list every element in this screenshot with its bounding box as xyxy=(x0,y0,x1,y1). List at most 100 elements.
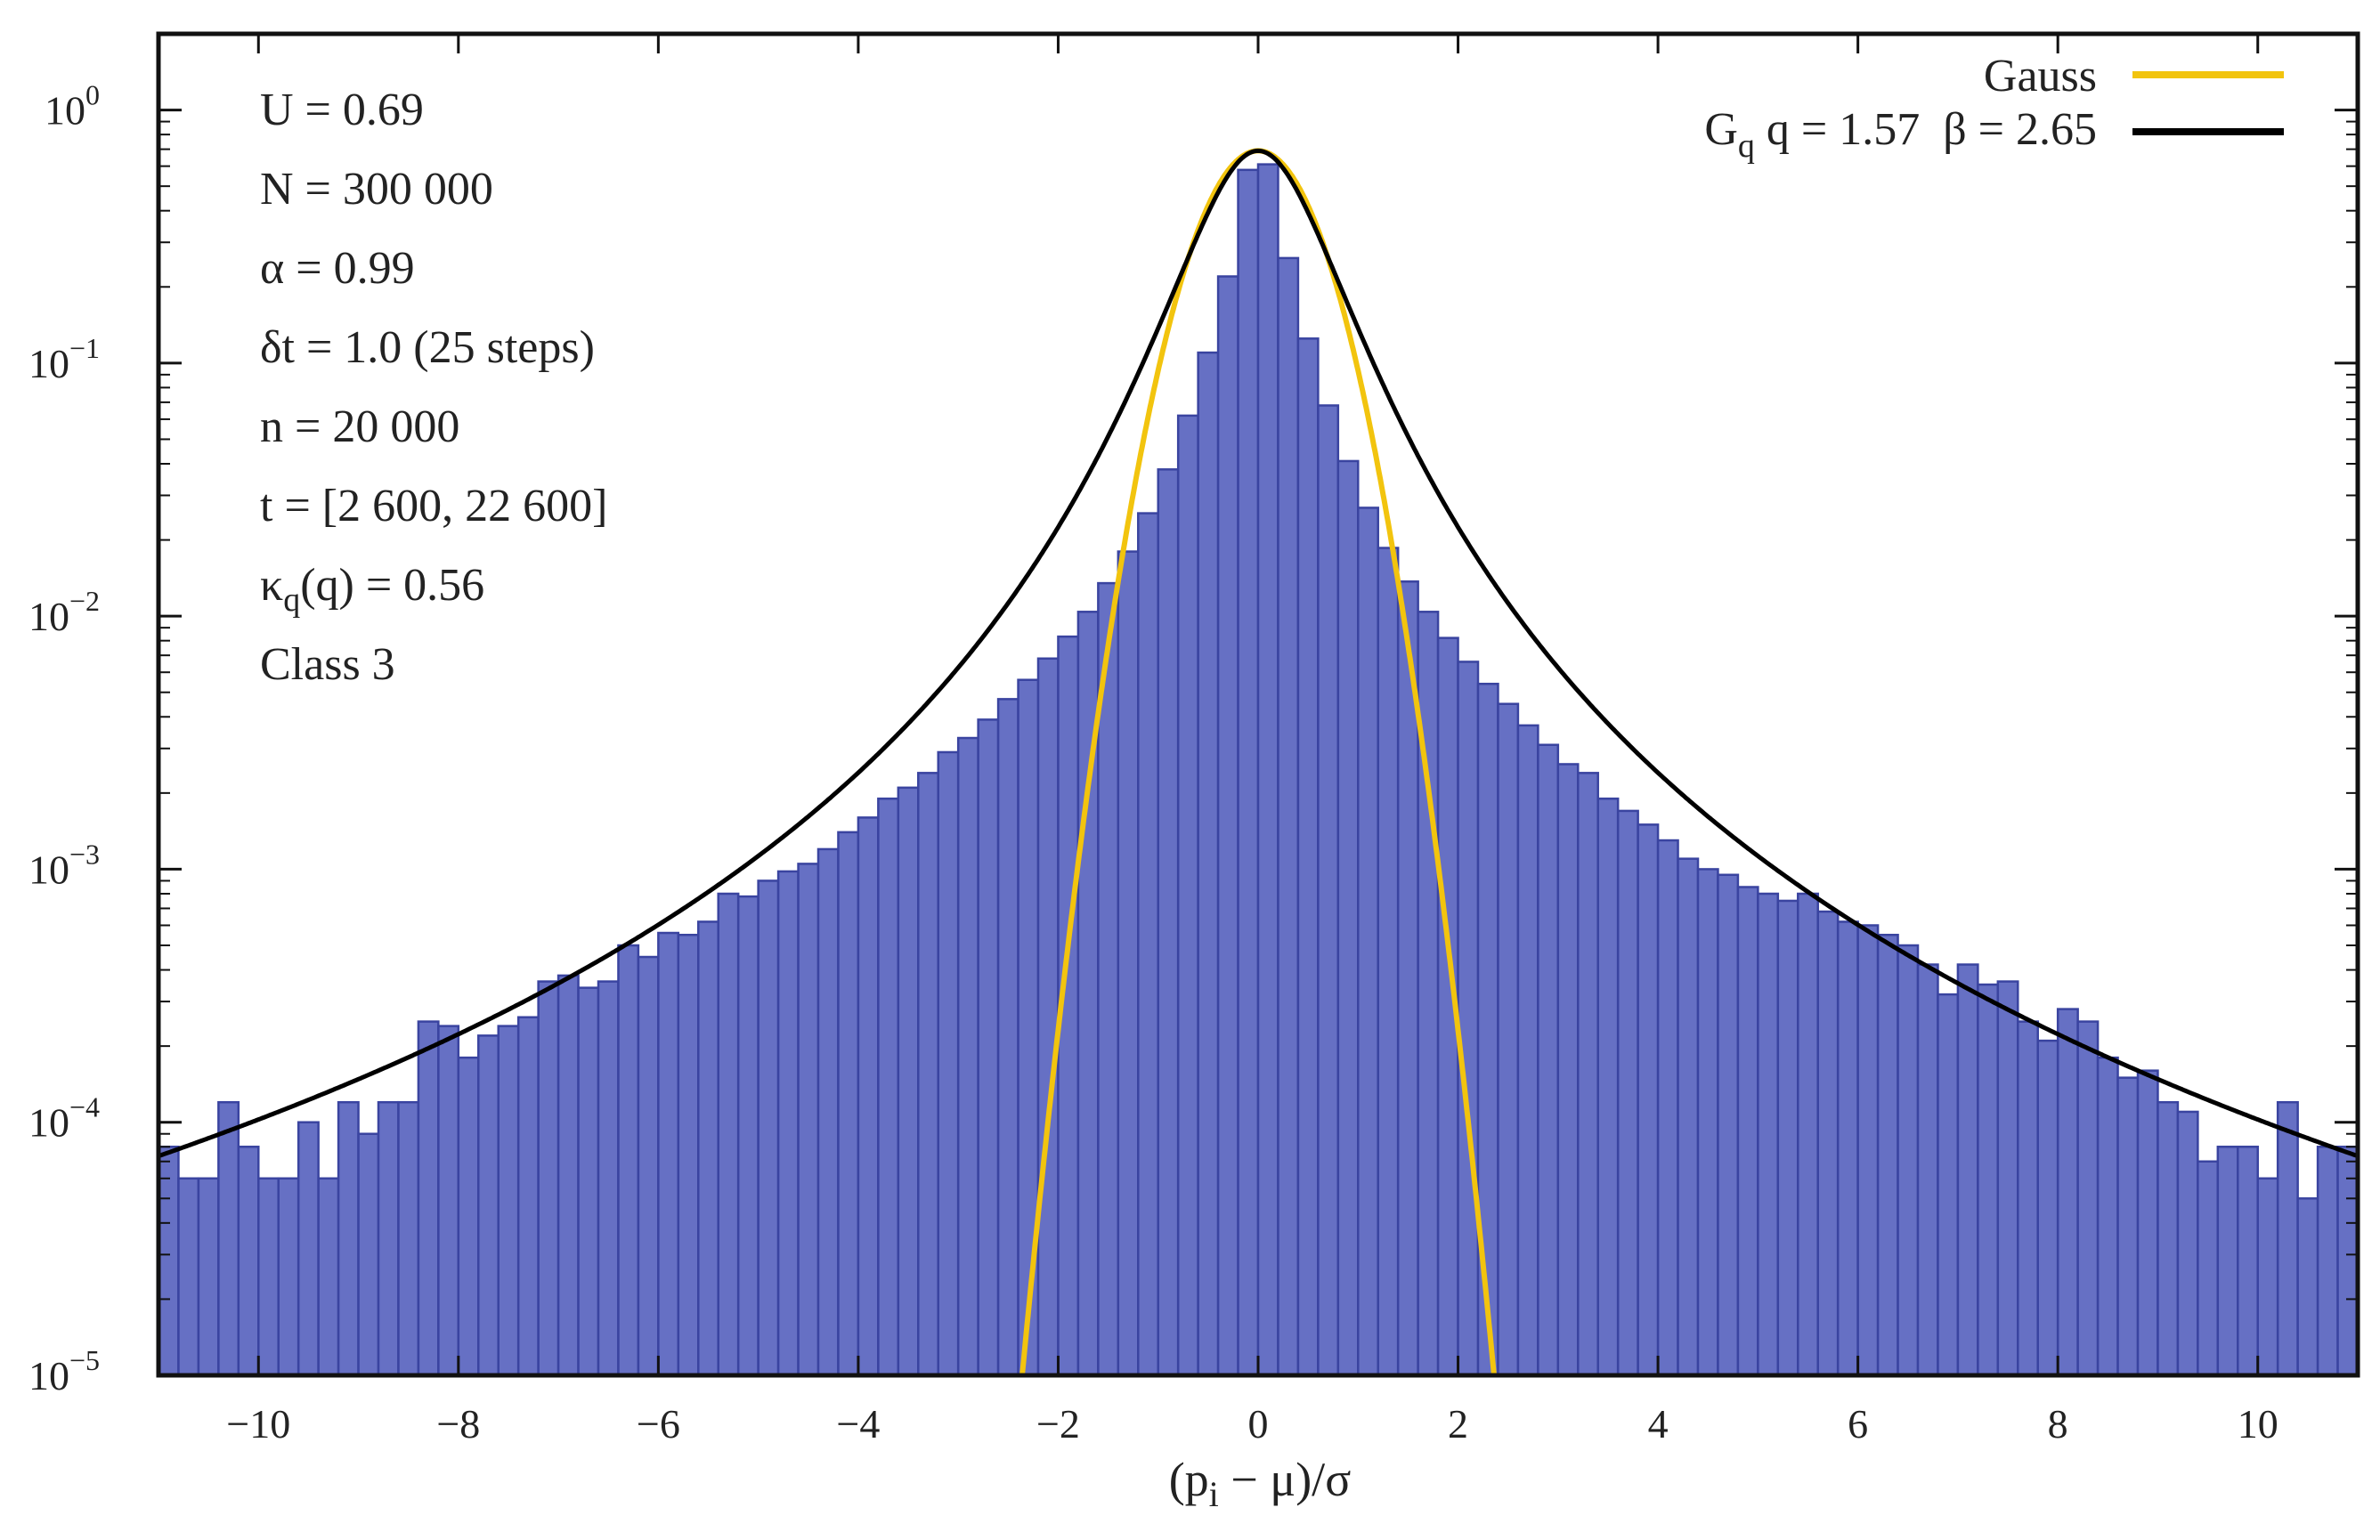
histogram-bar xyxy=(1717,873,1740,1377)
histogram-bar xyxy=(977,718,1000,1377)
histogram-bar xyxy=(1357,507,1379,1377)
histogram-bar xyxy=(377,1100,400,1377)
histogram-bar xyxy=(1516,724,1539,1377)
histogram-bar xyxy=(1977,983,2000,1377)
y-tick-label: 10−5 xyxy=(28,1344,100,1398)
histogram-bar xyxy=(1797,892,1819,1377)
parameter-line: Class 3 xyxy=(260,639,395,690)
histogram-bar xyxy=(477,1034,500,1377)
histogram-bar xyxy=(757,879,780,1377)
parameter-annotations: U = 0.69 N = 300 000 α = 0.99 δt = 1.0 (25 … xyxy=(260,85,607,690)
histogram-bar xyxy=(1836,920,1859,1377)
histogram-bar xyxy=(2336,1146,2360,1377)
x-tick-label: −8 xyxy=(436,1401,480,1447)
histogram-bar xyxy=(1916,963,1939,1377)
histogram-bar xyxy=(317,1177,340,1377)
histogram-bar xyxy=(1637,823,1660,1377)
parameter-line: δt = 1.0 (25 steps) xyxy=(260,322,595,373)
histogram-bar xyxy=(816,847,840,1377)
histogram-bar xyxy=(1256,163,1279,1377)
histogram-bar xyxy=(2056,1008,2079,1377)
histogram-bar xyxy=(1677,857,1700,1377)
histogram-bar xyxy=(217,1100,240,1377)
y-tick-label: 10−3 xyxy=(28,838,100,892)
y-tick-label: 10−4 xyxy=(28,1091,100,1146)
legend-label-gq: Gq q = 1.57 β = 2.65 xyxy=(1704,104,2097,165)
histogram-bar xyxy=(897,786,920,1377)
parameter-line: N = 300 000 xyxy=(260,164,493,215)
histogram-bar xyxy=(1776,899,1799,1377)
y-tick-label: 10−1 xyxy=(28,332,100,386)
y-tick-label: 100 xyxy=(45,79,100,134)
parameter-line: α = 0.99 xyxy=(260,243,415,294)
parameter-line: t = [2 600, 22 600] xyxy=(260,481,607,531)
legend-gq-main: G xyxy=(1704,104,1738,155)
histogram-bar xyxy=(1937,993,1960,1377)
x-tick-label: −6 xyxy=(637,1401,680,1447)
histogram-bar xyxy=(2036,1039,2059,1377)
histogram-bar xyxy=(1457,661,1480,1377)
histogram-bar xyxy=(457,1056,480,1377)
histogram-bar xyxy=(1996,980,2019,1377)
histogram-bar xyxy=(837,831,860,1377)
histogram-bar xyxy=(2076,1020,2100,1377)
histogram-bar xyxy=(1197,351,1220,1377)
histogram-bar xyxy=(1736,886,1759,1377)
histogram-bar xyxy=(497,1025,520,1377)
histogram-bar xyxy=(417,1020,440,1377)
legend: Gauss Gq q = 1.57 β = 2.65 xyxy=(1704,51,2284,165)
histogram-bar xyxy=(697,920,719,1377)
histogram-bar xyxy=(1656,839,1679,1377)
histogram-bar xyxy=(1277,256,1300,1377)
histogram-bar xyxy=(1816,910,1840,1377)
histogram-bar xyxy=(1856,924,1880,1377)
legend-label-gauss: Gauss xyxy=(1984,51,2097,101)
histogram-bar xyxy=(2216,1146,2239,1377)
histogram-bar xyxy=(157,1146,180,1377)
histogram-bar xyxy=(1017,678,1040,1377)
histogram-bar xyxy=(1377,547,1400,1377)
histogram-bar xyxy=(2017,1020,2039,1377)
histogram-bar xyxy=(2237,1146,2259,1377)
histogram-bar xyxy=(437,1025,460,1377)
histogram-bar xyxy=(1216,275,1239,1377)
histogram-bar xyxy=(357,1132,380,1377)
histogram-bar xyxy=(937,750,960,1377)
histogram-bar xyxy=(1296,337,1320,1377)
gq-fit-curve xyxy=(158,148,2359,1159)
histogram-bar xyxy=(2136,1069,2159,1377)
histogram-bar xyxy=(1036,657,1060,1377)
tick-layer: −10 −8 −6 −4 −2 0 2 4 6 8 10 100 10−1 10−2 10−3 10−4 10−… xyxy=(28,33,2358,1447)
parameter-line: n = 20 000 xyxy=(260,401,459,452)
x-tick-label: 10 xyxy=(2238,1401,2278,1447)
histogram-bar xyxy=(996,698,1019,1377)
histogram-bar xyxy=(857,816,880,1377)
histogram-bar xyxy=(1117,550,1140,1377)
histogram-bar xyxy=(1237,168,1260,1377)
histogram-bar xyxy=(2276,1100,2299,1377)
histogram-bar xyxy=(397,1100,420,1377)
histogram-bar xyxy=(1497,702,1520,1377)
histogram-bar xyxy=(2296,1197,2319,1377)
histogram-bar xyxy=(657,931,680,1377)
legend-gq-sub: q xyxy=(1738,127,1755,165)
histogram-bar xyxy=(1157,468,1180,1377)
histogram-bar xyxy=(516,1016,540,1377)
histogram-bar xyxy=(1476,682,1499,1377)
histogram-bar xyxy=(1696,868,1719,1377)
histogram-bar xyxy=(1897,944,1920,1377)
histogram-bar xyxy=(677,933,700,1377)
legend-gq-rest: q = 1.57 β = 2.65 xyxy=(1755,104,2097,155)
histogram-bar xyxy=(556,974,580,1377)
histogram-bar xyxy=(1537,743,1560,1377)
histogram-bar xyxy=(257,1177,280,1377)
histogram-bar xyxy=(717,892,740,1377)
x-tick-label: 0 xyxy=(1248,1401,1269,1447)
histogram-bar xyxy=(776,870,800,1377)
histogram-bar xyxy=(277,1177,300,1377)
histogram-bar xyxy=(1137,512,1159,1377)
histogram-bar xyxy=(1956,963,1979,1377)
histogram-bar xyxy=(237,1146,260,1377)
histogram-bar xyxy=(617,944,640,1377)
histogram-bar xyxy=(1317,404,1340,1377)
